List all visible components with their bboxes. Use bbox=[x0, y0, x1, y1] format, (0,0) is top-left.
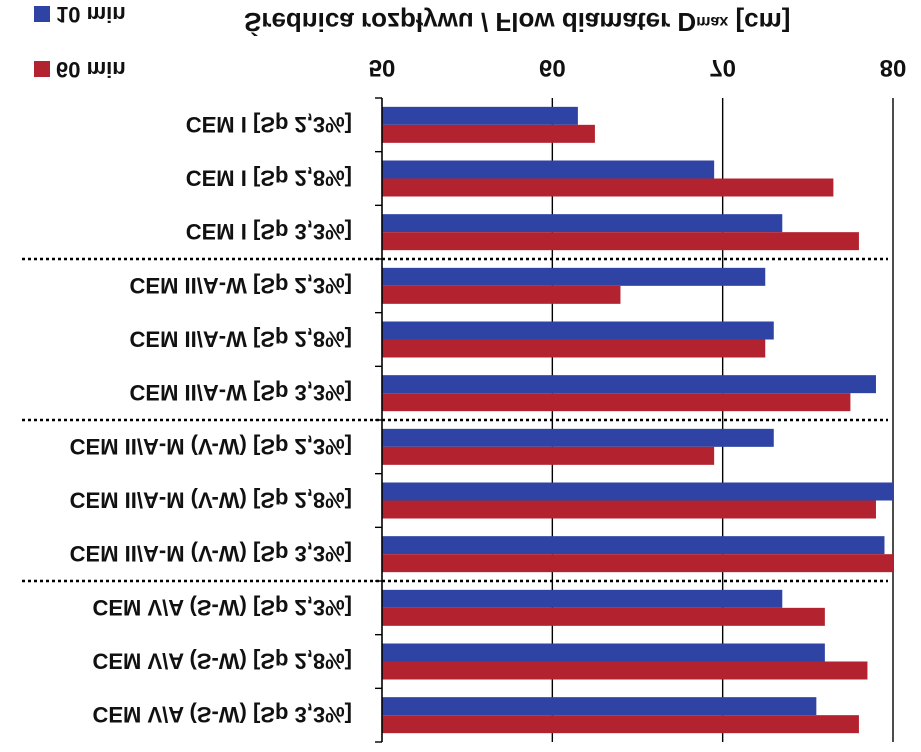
legend-swatch bbox=[34, 6, 50, 22]
bar bbox=[382, 375, 876, 394]
bar bbox=[382, 643, 825, 662]
bar bbox=[382, 321, 774, 340]
x-tick-label: 60 bbox=[539, 54, 566, 81]
tick-labels: 50 60 70 80 bbox=[369, 54, 907, 81]
bar bbox=[382, 697, 817, 716]
bar bbox=[382, 124, 595, 143]
legend-swatch bbox=[34, 61, 50, 77]
bar bbox=[382, 106, 578, 125]
bar bbox=[382, 536, 885, 555]
bar bbox=[382, 607, 825, 626]
bar bbox=[382, 285, 621, 304]
bar bbox=[382, 482, 893, 501]
bar bbox=[382, 428, 774, 447]
bar bbox=[382, 446, 715, 465]
category-label: CEM I [Sp 3,3%] bbox=[186, 219, 352, 244]
bar bbox=[382, 178, 834, 197]
bar bbox=[382, 339, 766, 358]
bar bbox=[382, 715, 859, 734]
chart-title: Średnica rozpływu / Flow diamater Dmax [… bbox=[244, 7, 790, 37]
legend-label: 10 min bbox=[56, 2, 126, 27]
x-tick-label: 70 bbox=[709, 54, 736, 81]
category-label: CEM II/A-M (V-W) [Sp 3,3%] bbox=[70, 541, 352, 566]
chart-title-text: Średnica rozpływu / Flow diamater Dmax [… bbox=[244, 7, 790, 37]
x-tick-label: 50 bbox=[369, 54, 396, 81]
bar bbox=[382, 214, 783, 233]
group-separators bbox=[22, 257, 888, 583]
legend: 10 min 60 min bbox=[34, 2, 126, 82]
category-label: CEM I [Sp 2,3%] bbox=[186, 112, 352, 137]
category-labels: CEM I [Sp 2,3%] CEM I [Sp 2,8%] CEM I [Sp … bbox=[70, 112, 352, 727]
category-label: CEM II/A-M (V-W) [Sp 2,3%] bbox=[70, 434, 352, 459]
category-label: CEM V/A (S-W) [Sp 2,8%] bbox=[92, 649, 352, 674]
bar bbox=[382, 232, 859, 251]
bar bbox=[382, 160, 715, 179]
bar bbox=[382, 267, 766, 286]
category-label: CEM I [Sp 2,8%] bbox=[186, 166, 352, 191]
bar bbox=[382, 554, 893, 573]
bar bbox=[382, 393, 851, 412]
category-label: CEM II/A-M (V-W) [Sp 2,8%] bbox=[70, 488, 352, 513]
category-label: CEM II/A-W [Sp 2,8%] bbox=[130, 327, 352, 352]
category-label: CEM II/A-W [Sp 3,3%] bbox=[130, 380, 352, 405]
bar-layer bbox=[382, 106, 893, 734]
category-label: CEM V/A (S-W) [Sp 2,3%] bbox=[92, 595, 352, 620]
x-tick-label: 80 bbox=[880, 54, 907, 81]
category-label: CEM II/A-W [Sp 2,3%] bbox=[130, 273, 352, 298]
axis-layer bbox=[375, 97, 383, 743]
bar bbox=[382, 661, 868, 680]
bar bbox=[382, 589, 783, 608]
bar bbox=[382, 500, 876, 519]
category-label: CEM V/A (S-W) [Sp 3,3%] bbox=[92, 702, 352, 727]
legend-label: 60 min bbox=[56, 57, 126, 82]
